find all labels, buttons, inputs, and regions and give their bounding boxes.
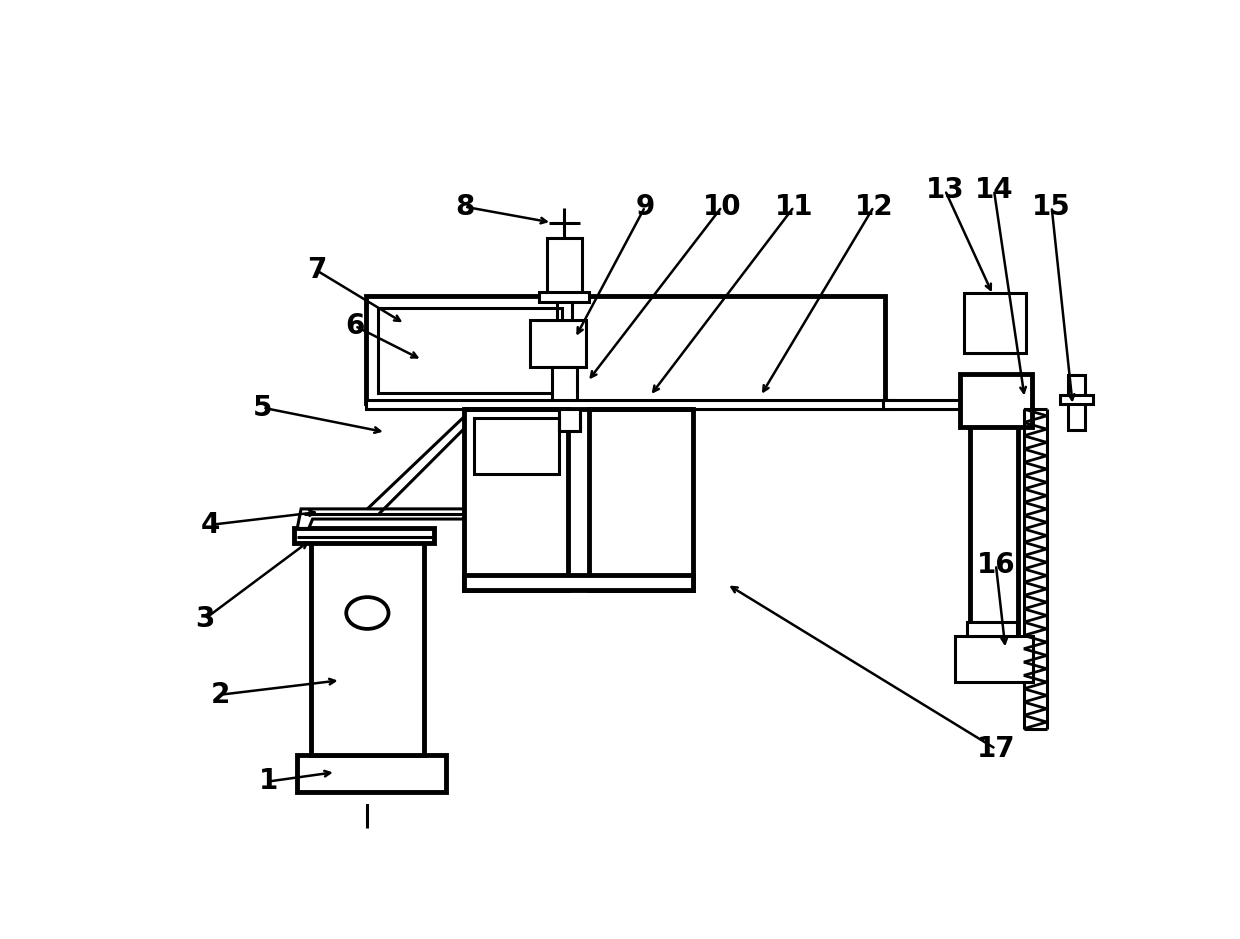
Bar [967, 622, 1017, 636]
Text: 10: 10 [703, 192, 742, 221]
Bar [294, 529, 434, 543]
Bar [465, 576, 693, 590]
Text: 11: 11 [775, 192, 813, 221]
Bar [474, 418, 558, 474]
Bar [367, 297, 885, 404]
Bar [965, 293, 1025, 353]
Bar [367, 400, 893, 409]
Bar [1068, 376, 1085, 430]
Bar [529, 320, 585, 367]
Text: 6: 6 [345, 312, 365, 340]
Text: 16: 16 [977, 550, 1016, 578]
Text: 13: 13 [925, 176, 965, 204]
Text: 5: 5 [253, 393, 273, 422]
Bar [1060, 395, 1092, 404]
Text: 7: 7 [306, 256, 326, 285]
Bar [955, 636, 1033, 683]
Bar [465, 409, 568, 590]
Bar [883, 400, 991, 409]
Text: 17: 17 [977, 735, 1016, 763]
Bar [547, 239, 582, 295]
Polygon shape [298, 509, 465, 529]
Bar [558, 409, 580, 431]
Bar [589, 409, 693, 590]
Text: 8: 8 [455, 192, 474, 221]
Text: 15: 15 [1032, 192, 1071, 221]
Bar [552, 367, 577, 431]
Text: 3: 3 [195, 605, 215, 633]
Text: 4: 4 [201, 511, 221, 539]
Bar [539, 292, 589, 302]
Bar [298, 755, 446, 793]
Bar [970, 407, 1018, 649]
Text: 2: 2 [211, 681, 231, 709]
Text: 14: 14 [975, 176, 1013, 204]
Bar [960, 375, 1033, 427]
Bar [311, 542, 424, 755]
Text: 1: 1 [259, 767, 278, 795]
Text: 9: 9 [635, 192, 655, 221]
Text: 12: 12 [854, 192, 893, 221]
Bar [378, 308, 563, 393]
